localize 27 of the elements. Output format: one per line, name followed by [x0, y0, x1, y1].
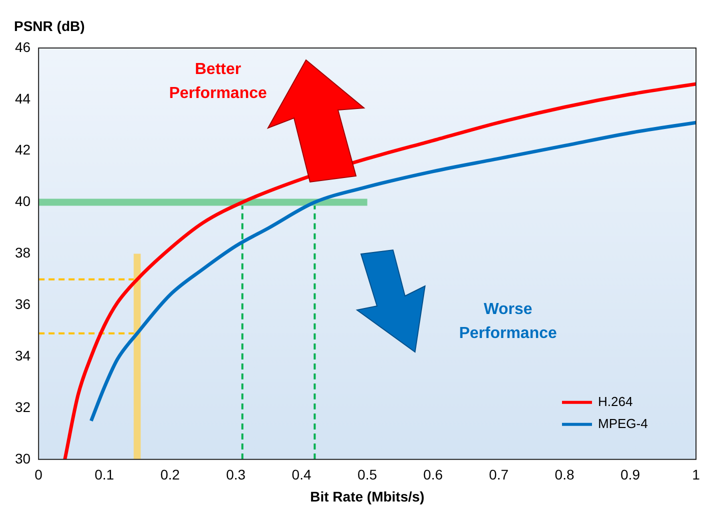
y-tick-label: 44	[14, 90, 31, 106]
y-tick-label: 36	[14, 296, 31, 312]
x-tick-label: 1	[692, 466, 700, 483]
legend-label: MPEG-4	[598, 416, 648, 431]
x-tick-label: 0.3	[226, 466, 246, 483]
x-axis-title: Bit Rate (Mbits/s)	[310, 488, 424, 504]
y-tick-label: 40	[14, 193, 31, 210]
x-tick-label: 0.2	[160, 466, 180, 483]
x-tick-label: 0.7	[489, 466, 509, 483]
y-tick-label: 32	[14, 398, 31, 415]
y-tick-label: 34	[14, 347, 31, 364]
x-tick-label: 0	[34, 466, 43, 483]
x-tick-label: 0.8	[554, 466, 574, 483]
x-tick-label: 0.9	[620, 466, 640, 483]
x-tick-label: 0.4	[292, 466, 312, 483]
annotation: Better Performance	[168, 60, 268, 104]
y-tick-label: 42	[14, 142, 31, 158]
legend-label: H.264	[598, 394, 633, 409]
annotation: Worse Performance	[458, 300, 558, 344]
y-tick-label: 46	[14, 38, 31, 55]
y-tick-label: 30	[14, 450, 31, 466]
x-tick-label: 0.5	[358, 466, 378, 483]
line-series	[63, 82, 696, 460]
y-tick-label: 38	[14, 244, 31, 261]
x-tick-label: 0.6	[423, 466, 443, 483]
y-axis-title: PSNR (dB)	[14, 18, 85, 34]
x-tick-label: 0.1	[94, 466, 114, 483]
